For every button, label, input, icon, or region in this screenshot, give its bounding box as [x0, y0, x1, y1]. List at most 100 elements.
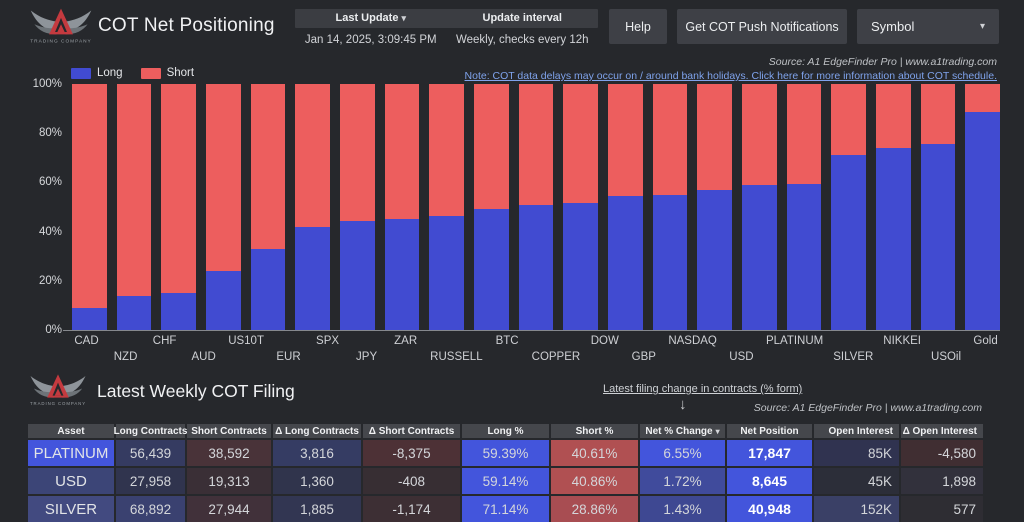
x-label-CAD: CAD [74, 335, 99, 347]
chevron-down-icon: ▾ [401, 13, 406, 23]
table-cell: 17,847 [727, 440, 812, 466]
page-title: COT Net Positioning [98, 15, 275, 36]
bar-COPPER[interactable] [563, 84, 599, 330]
short-segment [608, 84, 643, 196]
long-segment [742, 184, 777, 330]
bar-ZAR[interactable] [429, 84, 465, 330]
long-segment [608, 195, 643, 330]
bar-NASDAQ[interactable] [697, 84, 733, 330]
short-segment [116, 84, 152, 296]
short-segment [250, 84, 286, 249]
table-cell: -8,375 [363, 440, 460, 466]
y-tick-label: 80% [38, 127, 62, 140]
long-segment [697, 189, 733, 330]
logo-subtext: TRADING COMPANY [30, 401, 86, 406]
bar-US10T[interactable] [250, 84, 286, 330]
bar-SILVER[interactable] [831, 84, 867, 330]
x-label-SPX: SPX [316, 335, 340, 347]
bar-SPX[interactable] [340, 84, 375, 330]
update-interval-label: Update interval [482, 12, 562, 24]
column-header-7[interactable]: Net % Change ▾ [640, 424, 725, 438]
chart-legend: Long Short [71, 67, 194, 79]
push-notifications-button[interactable]: Get COT Push Notifications [677, 9, 847, 44]
cot-net-positioning-chart [72, 84, 1001, 330]
x-label-NZD: NZD [113, 351, 138, 363]
long-segment [295, 226, 331, 330]
long-segment [384, 219, 420, 330]
symbol-dropdown[interactable]: Symbol ▾ [857, 9, 999, 44]
short-segment [72, 84, 107, 308]
legend-item-long[interactable]: Long [71, 67, 123, 79]
last-update-dropdown[interactable]: Last Update ▾ [295, 9, 447, 28]
table-cell: 1.43% [640, 496, 725, 522]
table-cell: -4,580 [901, 440, 983, 466]
column-header-3[interactable]: Δ Long Contracts [273, 424, 361, 438]
short-segment [831, 84, 867, 156]
column-header-5[interactable]: Long % [462, 424, 549, 438]
long-segment [876, 147, 911, 330]
column-header-8[interactable]: Net Position [727, 424, 812, 438]
bar-JPY[interactable] [384, 84, 420, 330]
column-header-10[interactable]: Δ Open Interest [901, 424, 983, 438]
short-segment [876, 84, 911, 148]
x-label-JPY: JPY [356, 351, 378, 363]
table-cell: 85K [814, 440, 899, 466]
x-label-AUD: AUD [191, 351, 216, 363]
bar-EUR[interactable] [295, 84, 331, 330]
y-tick-label: 100% [32, 78, 62, 90]
table-cell: 8,645 [727, 468, 812, 494]
table-cell: 6.55% [640, 440, 725, 466]
bar-RUSSELL[interactable] [474, 84, 509, 330]
bar-USD[interactable] [742, 84, 777, 330]
column-header-1[interactable]: Long Contracts [113, 424, 188, 438]
bar-AUD[interactable] [206, 84, 241, 330]
table-cell: 3,816 [273, 440, 361, 466]
bar-USOil[interactable] [920, 84, 956, 330]
x-label-US10T: US10T [228, 335, 264, 347]
bar-Gold[interactable] [965, 84, 1001, 330]
bar-GBP[interactable] [652, 84, 688, 330]
x-label-NASDAQ: NASDAQ [668, 335, 717, 347]
filing-change-link[interactable]: Latest filing change in contracts (% for… [603, 383, 803, 395]
bar-PLATINUM[interactable] [786, 84, 822, 330]
bar-BTC[interactable] [518, 84, 554, 330]
column-header-0[interactable]: Asset [28, 424, 114, 438]
column-header-2[interactable]: Short Contracts [187, 424, 271, 438]
x-label-COPPER: COPPER [531, 351, 581, 363]
legend-item-short[interactable]: Short [140, 67, 194, 79]
bar-CHF[interactable] [161, 84, 197, 330]
y-tick-label: 60% [38, 176, 62, 189]
x-label-CHF: CHF [152, 335, 177, 347]
x-label-ZAR: ZAR [394, 335, 418, 347]
column-header-4[interactable]: Δ Short Contracts [363, 424, 460, 438]
table-cell: 1,360 [273, 468, 361, 494]
cot-schedule-note-link[interactable]: Note: COT data delays may occur on / aro… [464, 70, 997, 82]
table-cell: 45K [814, 468, 899, 494]
y-tick-label: 0% [45, 324, 62, 336]
column-header-9[interactable]: Open Interest [814, 424, 899, 438]
long-segment [116, 295, 152, 330]
table-cell: 1.72% [640, 468, 725, 494]
long-segment [206, 270, 241, 330]
cot-filing-table: Asset Long Contracts Short Contracts Δ Long… [28, 424, 983, 522]
long-segment [920, 144, 956, 330]
short-segment [340, 84, 375, 221]
x-label-Gold: Gold [973, 335, 998, 347]
bar-CAD[interactable] [72, 84, 107, 330]
long-segment [965, 112, 1001, 330]
x-label-EUR: EUR [276, 351, 301, 363]
long-segment [161, 293, 197, 330]
bar-DOW[interactable] [608, 84, 643, 330]
last-update-label: Last Update [335, 12, 399, 24]
short-segment [920, 84, 956, 145]
x-axis-line [63, 330, 1000, 331]
column-header-6[interactable]: Short % [551, 424, 638, 438]
table-cell: -1,174 [363, 496, 460, 522]
x-label-GBP: GBP [631, 351, 656, 363]
long-segment [786, 183, 822, 330]
bar-NZD[interactable] [116, 84, 152, 330]
filing-section-title: Latest Weekly COT Filing [97, 381, 295, 401]
table-cell: 152K [814, 496, 899, 522]
bar-NIKKEI[interactable] [876, 84, 911, 330]
help-button[interactable]: Help [609, 9, 667, 44]
